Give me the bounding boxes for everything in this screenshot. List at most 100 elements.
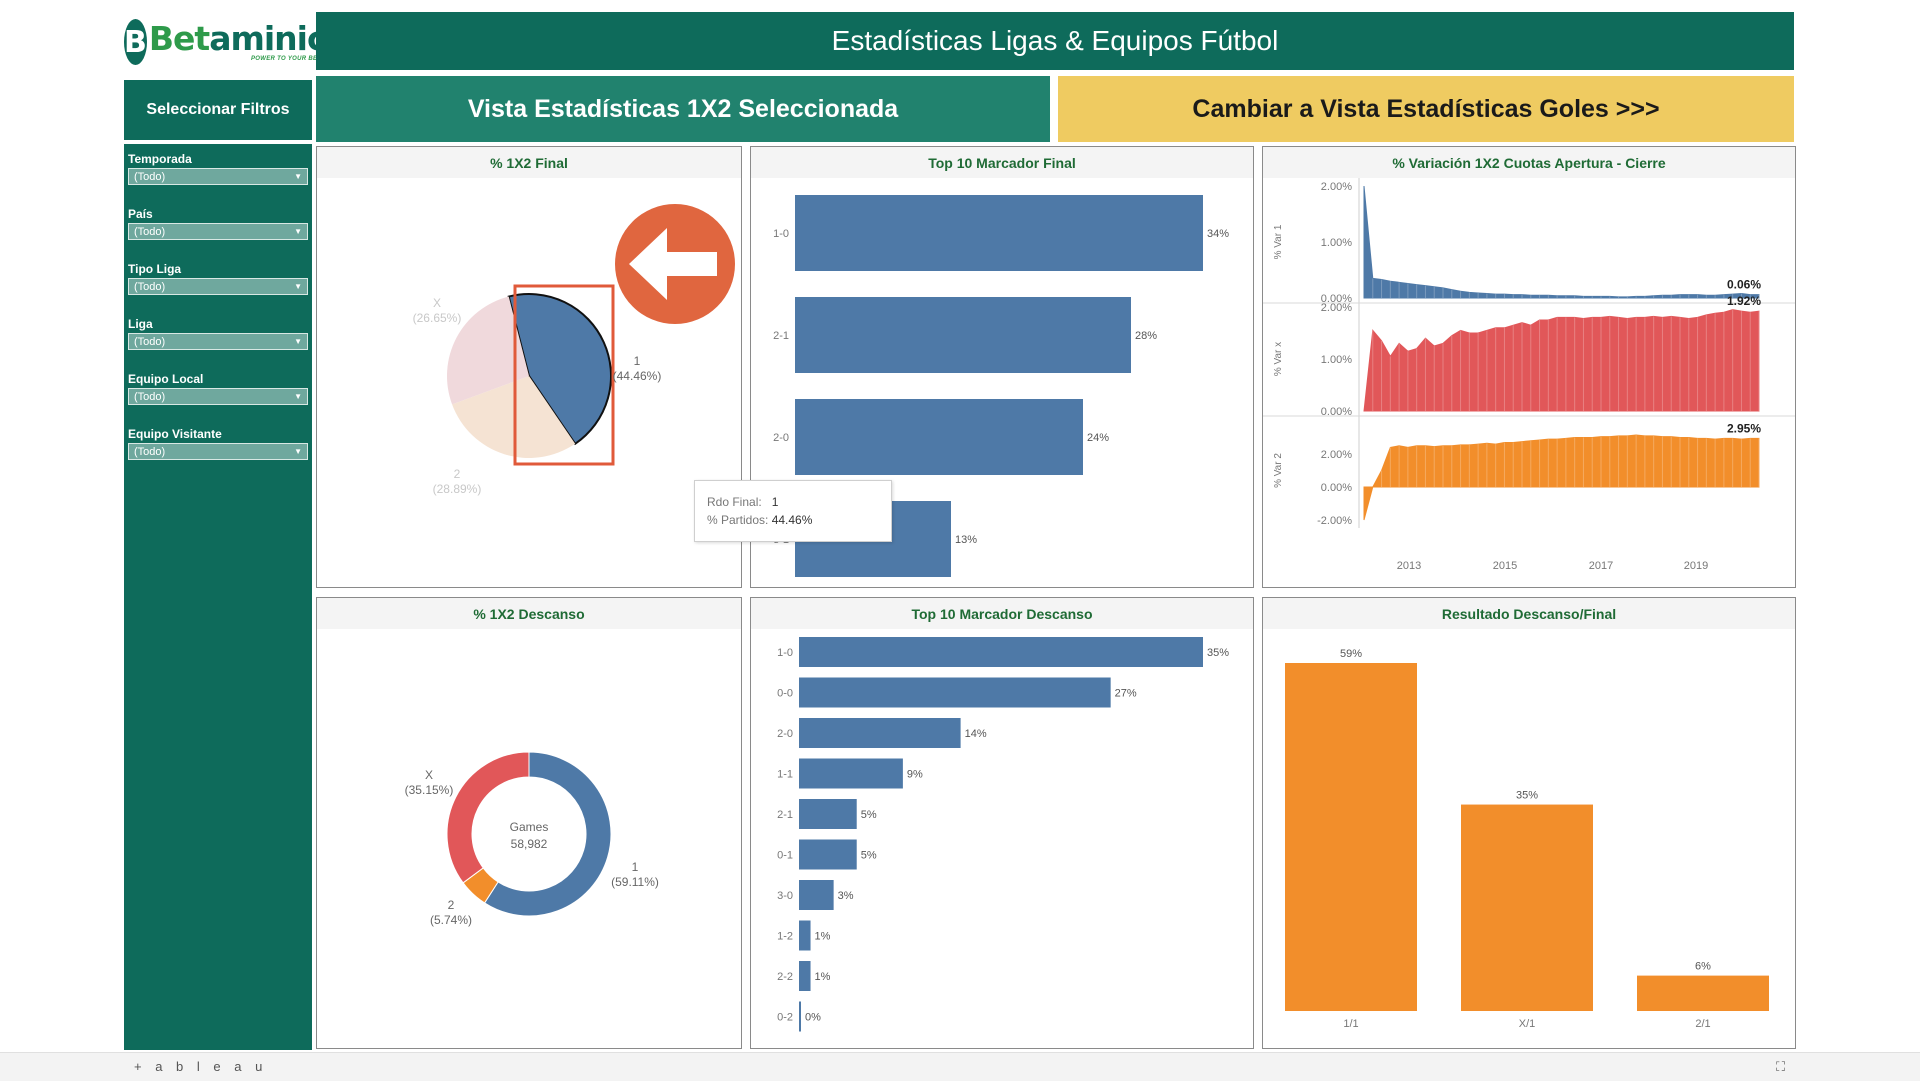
filter-dropdown-temporada[interactable]: (Todo) ▼ [128, 168, 308, 185]
selection-highlight-box [513, 284, 615, 466]
bar-value-label: 27% [1115, 688, 1137, 700]
filter-liga: Liga (Todo) ▼ [128, 317, 308, 350]
y-axis-label: % Var 1 [1273, 224, 1284, 259]
bar-value-label: 28% [1135, 330, 1157, 342]
filter-label: Temporada [128, 152, 192, 166]
filter-dropdown-pais[interactable]: (Todo) ▼ [128, 223, 308, 240]
bar-1-0 [799, 637, 1203, 667]
bar-category-label: 3-0 [777, 890, 793, 902]
logo-name-part1: Bet [148, 19, 210, 58]
bar-value-label: 35% [1207, 647, 1229, 659]
donut-pct-2: (5.74%) [430, 913, 472, 927]
pie-tooltip: Rdo Final: 1 % Partidos: 44.46% [694, 480, 892, 542]
column-value-label: 6% [1695, 961, 1711, 973]
filter-tipo-liga: Tipo Liga (Todo) ▼ [128, 262, 308, 295]
y-tick-label: 0.00% [1321, 406, 1352, 418]
bar-value-label: 5% [861, 809, 877, 821]
donut-pct-1: (59.11%) [611, 875, 659, 889]
column-value-label: 59% [1340, 648, 1362, 660]
chevron-down-icon: ▼ [294, 227, 302, 236]
donut-slice-X [446, 751, 530, 884]
bar-2-2 [799, 961, 811, 991]
panel-variacion-cuotas: % Variación 1X2 Cuotas Apertura - Cierre… [1262, 146, 1796, 588]
bar-2-1 [795, 297, 1131, 373]
pie-pct-1: (44.46%) [613, 369, 662, 383]
pie-slice-1 [507, 293, 612, 446]
y-tick-label: 0.00% [1321, 293, 1352, 305]
bar-value-label: 5% [861, 850, 877, 862]
donut-pct-x: (35.15%) [405, 783, 454, 797]
bar-category-label: 1-0 [773, 228, 789, 240]
bar-value-label: 13% [955, 534, 977, 546]
bar-category-label: 1-2 [777, 931, 793, 943]
y-tick-label: 2.00% [1321, 449, 1352, 461]
y-tick-label: 2.00% [1321, 181, 1352, 193]
dashboard-frame: B Betaminic POWER TO YOUR BETS Estadísti… [116, 10, 1806, 1050]
bar-value-label: 9% [907, 769, 923, 781]
column-chart-resultado-svg: 59% 1/1 35% X/1 6% 2/1 [1285, 648, 1769, 1030]
area-series-2 [1363, 434, 1760, 521]
bar-value-label: 14% [965, 728, 987, 740]
chevron-down-icon: ▼ [294, 447, 302, 456]
filters-sidebar: Seleccionar Filtros Temporada (Todo) ▼ Pa… [124, 80, 312, 1050]
pie-pct-x: (26.65%) [413, 311, 462, 325]
bar-value-label: 0% [805, 1012, 821, 1024]
x-tick-label: 2015 [1493, 560, 1517, 572]
last-value-label: 2.95% [1727, 421, 1761, 435]
logo-tagline: POWER TO YOUR BETS [251, 56, 326, 62]
last-value-label: 0.06% [1727, 278, 1761, 292]
column-category-label: 2/1 [1695, 1018, 1710, 1030]
y-tick-label: -2.00% [1317, 515, 1352, 527]
filter-dropdown-liga[interactable]: (Todo) ▼ [128, 333, 308, 350]
bar-2-0 [795, 399, 1083, 475]
pie-final-svg: X (26.65%) 1 (44.46%) 2 (28.89%) [413, 204, 735, 496]
back-arrow-icon[interactable] [615, 204, 735, 324]
bar-category-label: 2-1 [777, 809, 793, 821]
bar-2-1 [799, 799, 857, 829]
tableau-logo[interactable]: + a b l e a u [134, 1059, 268, 1074]
filter-value: (Todo) [134, 445, 166, 458]
switch-to-goals-view-button[interactable]: Cambiar a Vista Estadísticas Goles >>> [1058, 76, 1794, 142]
filter-dropdown-equipo-visitante[interactable]: (Todo) ▼ [128, 443, 308, 460]
bar-0-2 [799, 1001, 801, 1032]
bar-category-label: 0-1 [777, 850, 793, 862]
filter-dropdown-equipo-local[interactable]: (Todo) ▼ [128, 388, 308, 405]
column-X/1 [1461, 804, 1593, 1011]
filter-pais: País (Todo) ▼ [128, 207, 308, 240]
filter-value: (Todo) [134, 390, 166, 403]
bar-category-label: 2-2 [777, 971, 793, 983]
tooltip-value-1: 1 [771, 495, 779, 509]
y-tick-label: 1.00% [1321, 237, 1352, 249]
tooltip-label-1: Rdo Final: [707, 495, 762, 509]
filter-dropdown-tipo-liga[interactable]: (Todo) ▼ [128, 278, 308, 295]
bar-1-2 [799, 920, 811, 951]
panel-title: % 1X2 Final [317, 147, 741, 178]
bar-value-label: 34% [1207, 228, 1229, 240]
fullscreen-icon[interactable]: ⛶ [1776, 1059, 1786, 1074]
bar-category-label: 2-1 [773, 330, 789, 342]
column-category-label: X/1 [1519, 1018, 1536, 1030]
bar-2-0 [799, 718, 961, 748]
filter-value: (Todo) [134, 280, 166, 293]
filter-label: Liga [128, 317, 153, 331]
donut-center-value: 58,982 [511, 837, 548, 851]
pie-slice-X [447, 296, 529, 405]
bar-value-label: 1% [815, 971, 831, 983]
page-title: Estadísticas Ligas & Equipos Fútbol [316, 12, 1794, 70]
bar-category-label: 0-0 [777, 688, 793, 700]
chevron-down-icon: ▼ [294, 392, 302, 401]
brand-logo: B Betaminic POWER TO YOUR BETS [124, 12, 327, 72]
pie-label-x: X [433, 296, 441, 310]
view-1x2-selected-button[interactable]: Vista Estadísticas 1X2 Seleccionada [316, 76, 1050, 142]
column-2/1 [1637, 975, 1769, 1011]
bar-1-1 [799, 758, 903, 789]
panel-title: Resultado Descanso/Final [1263, 598, 1795, 629]
bar-category-label: 1-1 [777, 769, 793, 781]
filter-equipo-visitante: Equipo Visitante (Todo) ▼ [128, 427, 308, 460]
last-value-label: 1.92% [1727, 294, 1761, 308]
panel-resultado-descanso-final: Resultado Descanso/Final 59% 1/1 35% X/1 6% 2… [1262, 597, 1796, 1049]
bar-0-1 [799, 839, 857, 870]
area-series-1 [1363, 309, 1760, 412]
bar-category-label: 1-0 [777, 647, 793, 659]
bar-category-label: 0-2 [777, 1012, 793, 1024]
